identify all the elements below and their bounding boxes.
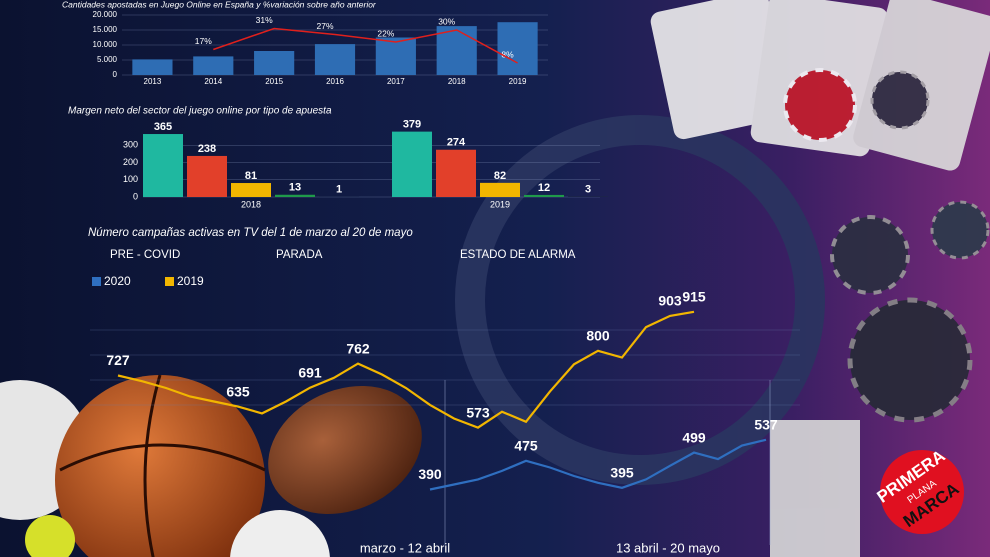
data-label: 31% <box>256 15 273 25</box>
data-label: 238 <box>198 143 216 155</box>
data-label: 691 <box>298 364 322 380</box>
y-tick-label: 100 <box>123 174 138 184</box>
y-tick-label: 0 <box>133 191 138 201</box>
y-tick-label: 15.000 <box>93 25 118 34</box>
bar <box>392 131 432 197</box>
chip <box>830 215 910 295</box>
y-tick-label: 300 <box>123 140 138 150</box>
data-label: 274 <box>447 137 466 149</box>
bar <box>436 149 476 197</box>
data-label: 475 <box>514 437 538 453</box>
x-tick-label: 2017 <box>387 77 405 86</box>
card <box>853 0 990 171</box>
data-label: 3 <box>585 183 591 195</box>
line <box>429 438 767 491</box>
bar <box>143 134 183 197</box>
basketball-seams <box>59 374 266 557</box>
phase-label: ESTADO DE ALARMA <box>460 249 576 261</box>
period-label: 13 abril - 20 mayo <box>616 540 720 555</box>
data-label: 8% <box>501 49 514 59</box>
phase-label: PRE - COVID <box>110 249 180 261</box>
sports-decoration <box>0 374 422 557</box>
x-tick-label: 2015 <box>265 77 283 86</box>
logo-badge <box>880 450 964 534</box>
data-label: 635 <box>226 383 250 399</box>
casino-decoration <box>455 0 990 557</box>
data-label: 1 <box>336 184 342 196</box>
phase-label: PARADA <box>276 249 323 261</box>
football <box>268 385 422 515</box>
data-label: 17% <box>195 36 212 46</box>
legend-swatch <box>92 277 101 286</box>
bar <box>568 196 608 197</box>
x-tick-label: 2018 <box>241 199 261 209</box>
data-label: 499 <box>682 429 706 445</box>
slot-reel <box>770 420 860 557</box>
data-label: 30% <box>438 16 455 26</box>
x-tick-label: 2014 <box>204 77 222 86</box>
data-label: 82 <box>494 170 506 182</box>
legend-swatch <box>165 277 174 286</box>
chart-title: Cantidades apostadas en Juego Online en … <box>62 0 377 9</box>
chart-title: Margen neto del sector del juego online … <box>68 106 332 117</box>
x-tick-label: 2019 <box>509 77 527 86</box>
y-tick-label: 0 <box>113 70 118 79</box>
data-label: 903 <box>658 293 682 309</box>
bar <box>231 183 271 197</box>
data-label: 537 <box>754 416 778 432</box>
data-label: 915 <box>682 289 706 305</box>
baseball <box>230 510 330 557</box>
bar <box>436 26 477 76</box>
tennis-ball <box>25 515 75 557</box>
data-label: 81 <box>245 170 257 182</box>
x-tick-label: 2018 <box>448 77 466 86</box>
x-tick-label: 2016 <box>326 77 344 86</box>
bar <box>187 155 227 197</box>
chip <box>930 200 990 260</box>
bar <box>524 194 564 197</box>
y-tick-label: 10.000 <box>93 40 118 49</box>
bar <box>254 51 295 75</box>
data-label: 13 <box>289 182 301 194</box>
data-label: 379 <box>403 119 421 131</box>
legend-label: 2019 <box>177 274 204 288</box>
data-label: 365 <box>154 121 172 133</box>
bar <box>480 182 520 197</box>
chip <box>870 70 930 130</box>
basketball <box>55 375 265 557</box>
bar <box>497 22 538 75</box>
period-label: marzo - 12 abril <box>360 540 450 555</box>
x-tick-label: 2019 <box>490 199 510 209</box>
roulette <box>455 115 825 485</box>
bar <box>275 194 315 197</box>
chart-title: Número campañas activas en TV del 1 de m… <box>88 227 413 239</box>
data-label: 390 <box>418 466 442 482</box>
chip <box>783 68 857 142</box>
data-label: 727 <box>106 352 130 368</box>
data-label: 573 <box>466 404 490 420</box>
y-tick-label: 200 <box>123 157 138 167</box>
data-label: 395 <box>610 465 634 481</box>
bar <box>375 37 416 75</box>
line <box>117 310 695 429</box>
line <box>213 27 518 64</box>
bar <box>132 59 173 75</box>
data-label: 762 <box>346 340 370 356</box>
data-label: 27% <box>316 21 333 31</box>
y-tick-label: 5.000 <box>97 55 118 64</box>
charts: Cantidades apostadas en Juego Online en … <box>62 0 800 555</box>
bar <box>193 56 234 75</box>
chip <box>847 297 973 423</box>
y-tick-label: 20.000 <box>93 10 118 19</box>
bar <box>314 44 356 75</box>
data-label: 22% <box>377 28 394 38</box>
data-label: 800 <box>586 327 610 343</box>
logo: PRIMERA PLANA MARCA <box>874 446 964 534</box>
legend-label: 2020 <box>104 274 131 288</box>
x-tick-label: 2013 <box>144 77 162 86</box>
data-label: 12 <box>538 182 550 194</box>
